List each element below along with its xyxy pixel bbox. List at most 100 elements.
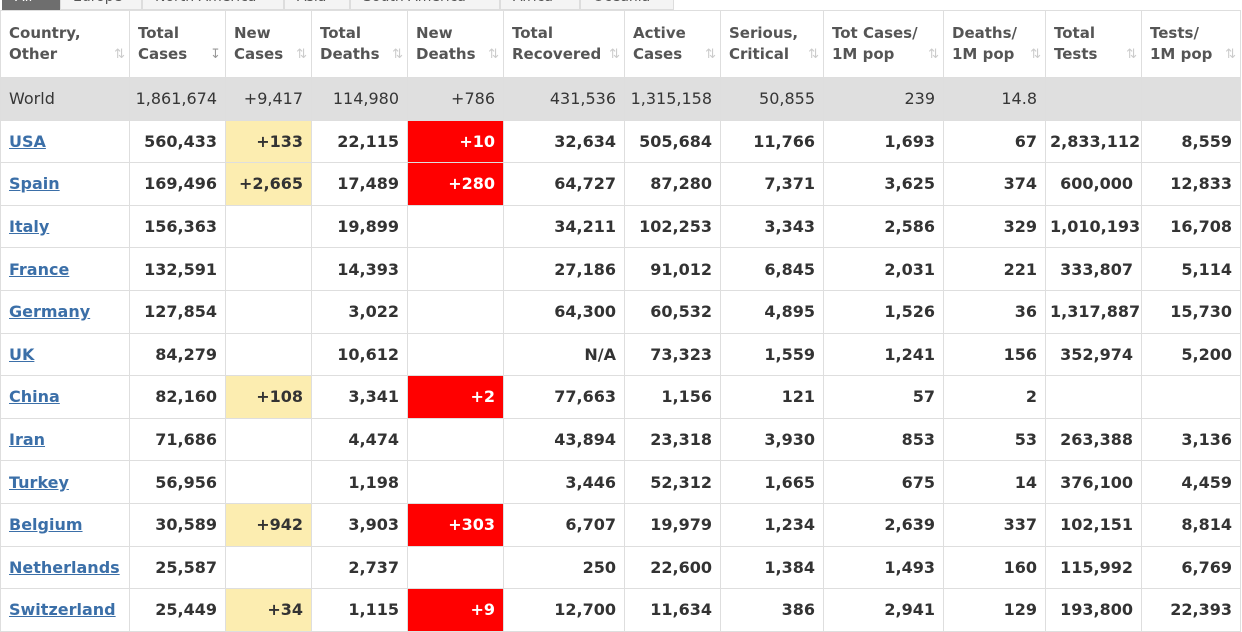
column-header-label: Deaths bbox=[320, 45, 380, 63]
column-header-label: New bbox=[234, 24, 271, 42]
column-header-label: Tests bbox=[1054, 45, 1098, 63]
cell-total-deaths: 114,980 bbox=[311, 77, 408, 121]
country-link[interactable]: Switzerland bbox=[9, 600, 116, 620]
cell-total-cases: 84,279 bbox=[129, 332, 226, 377]
sort-icon[interactable]: ⇅ bbox=[488, 47, 499, 62]
cell-total-cases: 25,587 bbox=[129, 545, 226, 590]
column-header-label: Cases bbox=[138, 45, 188, 63]
cell-serious-critical: 1,559 bbox=[720, 332, 824, 377]
cell-total-cases: 56,956 bbox=[129, 460, 226, 504]
sort-icon[interactable]: ⇅ bbox=[114, 47, 125, 62]
cell-total-tests: 352,974 bbox=[1045, 332, 1142, 377]
column-header-serious-critical[interactable]: Serious, Critical ⇅ bbox=[720, 10, 824, 78]
column-header-active-cases[interactable]: Active Cases ⇅ bbox=[624, 10, 721, 78]
column-header-new-cases[interactable]: New Cases ⇅ bbox=[225, 10, 312, 78]
region-tabs: All Europe North America Asia South Amer… bbox=[0, 0, 1242, 10]
cell-total-tests: 2,833,112 bbox=[1045, 119, 1142, 164]
tab-south-america[interactable]: South America bbox=[350, 0, 500, 10]
cell-new-cases bbox=[225, 417, 312, 462]
tab-europe[interactable]: Europe bbox=[60, 0, 142, 10]
column-header-tot-cases-per-1m[interactable]: Tot Cases/1M pop ⇅ bbox=[823, 10, 944, 78]
cell-new-cases bbox=[225, 289, 312, 334]
cell-tests-per-1m: 16,708 bbox=[1141, 204, 1241, 249]
column-header-total-tests[interactable]: Total Tests ⇅ bbox=[1045, 10, 1142, 78]
cell-total-deaths: 19,899 bbox=[311, 204, 408, 249]
country-link[interactable]: Germany bbox=[9, 302, 91, 322]
tab-north-america[interactable]: North America bbox=[142, 0, 284, 10]
column-header-country-other[interactable]: Country, Other ⇅ bbox=[0, 10, 130, 78]
cell-active-cases: 91,012 bbox=[624, 247, 721, 291]
cell-deaths-per-1m: 14.8 bbox=[943, 77, 1046, 121]
sort-icon[interactable]: ⇅ bbox=[928, 47, 939, 62]
cell-tot-cases-per-1m: 1,693 bbox=[823, 119, 944, 164]
cell-new-deaths bbox=[407, 417, 504, 462]
country-link[interactable]: Spain bbox=[9, 174, 60, 194]
cell-tests-per-1m: 5,114 bbox=[1141, 247, 1241, 291]
sort-desc-icon[interactable]: ↧ bbox=[210, 47, 221, 62]
column-header-new-deaths[interactable]: New Deaths ⇅ bbox=[407, 10, 504, 78]
country-link[interactable]: Iran bbox=[9, 430, 46, 450]
cell-deaths-per-1m: 156 bbox=[943, 332, 1046, 377]
cell-new-deaths bbox=[407, 204, 504, 249]
sort-icon[interactable]: ⇅ bbox=[705, 47, 716, 62]
column-header-label: 1M pop bbox=[832, 45, 895, 63]
tab-asia[interactable]: Asia bbox=[284, 0, 350, 10]
column-header-total-cases[interactable]: Total Cases ↧ bbox=[129, 10, 226, 78]
sort-icon[interactable]: ⇅ bbox=[296, 47, 307, 62]
cell-new-deaths: +280 bbox=[407, 162, 504, 206]
cell-tot-cases-per-1m: 1,493 bbox=[823, 545, 944, 590]
sort-icon[interactable]: ⇅ bbox=[392, 47, 403, 62]
table-row: China 82,160 +108 3,341 +2 77,663 1,156 121 57 2 bbox=[0, 375, 1241, 419]
country-link[interactable]: Turkey bbox=[9, 472, 69, 492]
cell-tests-per-1m bbox=[1141, 375, 1241, 419]
column-header-label: Tests/ bbox=[1150, 24, 1199, 42]
cell-serious-critical: 1,234 bbox=[720, 502, 824, 547]
sort-icon[interactable]: ⇅ bbox=[808, 47, 819, 62]
cell-new-cases: +34 bbox=[225, 588, 312, 632]
country-link[interactable]: UK bbox=[9, 344, 35, 364]
cell-total-deaths: 3,903 bbox=[311, 502, 408, 547]
table-row: Germany 127,854 3,022 64,300 60,532 4,895 1,52… bbox=[0, 289, 1241, 334]
country-link[interactable]: France bbox=[9, 259, 70, 279]
country-link[interactable]: China bbox=[9, 387, 60, 407]
cell-total-tests: 1,317,887 bbox=[1045, 289, 1142, 334]
column-header-label: Critical bbox=[729, 45, 790, 63]
cell-tests-per-1m: 12,833 bbox=[1141, 162, 1241, 206]
cell-active-cases: 23,318 bbox=[624, 417, 721, 462]
sort-icon[interactable]: ⇅ bbox=[1225, 47, 1236, 62]
tab-africa[interactable]: Africa bbox=[500, 0, 580, 10]
column-header-label: Total bbox=[138, 24, 179, 42]
country-link[interactable]: Belgium bbox=[9, 515, 83, 535]
country-link[interactable]: USA bbox=[9, 131, 46, 151]
cell-country-other: Belgium bbox=[0, 502, 130, 547]
cell-total-recovered: 34,211 bbox=[503, 204, 625, 249]
country-link[interactable]: Italy bbox=[9, 217, 50, 237]
column-header-deaths-per-1m[interactable]: Deaths/1M pop ⇅ bbox=[943, 10, 1046, 78]
tab-oceania[interactable]: Oceania bbox=[580, 0, 674, 10]
cell-deaths-per-1m: 160 bbox=[943, 545, 1046, 590]
cell-country-other: Switzerland bbox=[0, 588, 130, 632]
cell-active-cases: 73,323 bbox=[624, 332, 721, 377]
cell-total-cases: 127,854 bbox=[129, 289, 226, 334]
cell-deaths-per-1m: 221 bbox=[943, 247, 1046, 291]
cell-tot-cases-per-1m: 3,625 bbox=[823, 162, 944, 206]
cell-new-cases: +133 bbox=[225, 119, 312, 164]
column-header-tests-per-1m[interactable]: Tests/1M pop ⇅ bbox=[1141, 10, 1241, 78]
tab-all[interactable]: All bbox=[2, 0, 60, 10]
country-link[interactable]: Netherlands bbox=[9, 557, 120, 577]
sort-icon[interactable]: ⇅ bbox=[1126, 47, 1137, 62]
cell-total-recovered: N/A bbox=[503, 332, 625, 377]
column-header-total-recovered[interactable]: Total Recovered ⇅ bbox=[503, 10, 625, 78]
table-row: France 132,591 14,393 27,186 91,012 6,845 2,03… bbox=[0, 247, 1241, 291]
sort-icon[interactable]: ⇅ bbox=[609, 47, 620, 62]
cell-tot-cases-per-1m: 2,941 bbox=[823, 588, 944, 632]
cell-total-tests: 193,800 bbox=[1045, 588, 1142, 632]
sort-icon[interactable]: ⇅ bbox=[1030, 47, 1041, 62]
cell-total-deaths: 10,612 bbox=[311, 332, 408, 377]
cell-total-recovered: 12,700 bbox=[503, 588, 625, 632]
table-body: World 1,861,674 +9,417 114,980 +786 431,536 1,… bbox=[0, 77, 1241, 632]
cell-deaths-per-1m: 329 bbox=[943, 204, 1046, 249]
column-header-total-deaths[interactable]: Total Deaths ⇅ bbox=[311, 10, 408, 78]
cell-new-deaths bbox=[407, 545, 504, 590]
cell-total-recovered: 43,894 bbox=[503, 417, 625, 462]
